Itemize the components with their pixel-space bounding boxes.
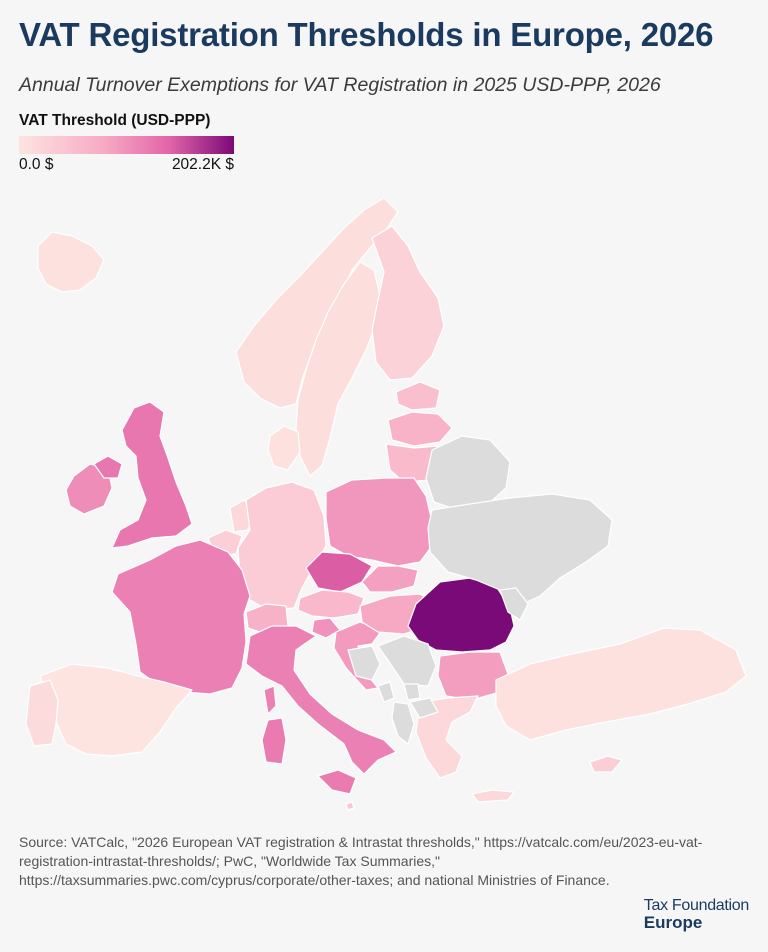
brand-name: Tax Foundation <box>643 897 750 914</box>
region-italy <box>245 625 397 775</box>
legend-title: VAT Threshold (USD-PPP) <box>19 112 211 129</box>
region-north-macedonia <box>409 697 439 719</box>
region-sicily <box>317 769 357 795</box>
region-czechia <box>305 551 373 593</box>
brand-region: Europe <box>643 913 703 932</box>
region-united-kingdom <box>111 401 193 549</box>
region-latvia <box>387 411 453 447</box>
page-subtitle: Annual Turnover Exemptions for VAT Regis… <box>19 74 661 96</box>
region-albania <box>391 701 415 745</box>
region-norway <box>235 197 399 409</box>
region-cyprus <box>589 755 623 773</box>
region-serbia <box>377 635 437 687</box>
region-sweden <box>295 261 381 477</box>
region-poland <box>325 477 433 567</box>
legend-max-label: 202.2K $ <box>171 156 234 173</box>
region-estonia <box>395 381 441 411</box>
region-moldova <box>499 587 529 621</box>
region-belarus <box>425 435 511 511</box>
region-germany <box>237 481 327 611</box>
brand-logo: Tax Foundation Europe <box>643 897 750 932</box>
region-northern-ireland <box>93 455 123 479</box>
region-kosovo <box>403 683 421 701</box>
region-greece <box>415 695 479 779</box>
region-denmark <box>267 425 301 471</box>
page-title: VAT Registration Thresholds in Europe, 2… <box>19 16 714 53</box>
region-sardinia <box>261 717 287 765</box>
region-portugal <box>25 679 59 747</box>
region-ukraine <box>427 493 613 607</box>
source-note: Source: VATCalc, "2026 European VAT regi… <box>19 834 703 888</box>
region-bosnia-and-herzegovina <box>347 645 381 681</box>
region-turkey <box>495 627 747 741</box>
region-slovenia <box>311 617 341 639</box>
region-slovakia <box>361 565 419 593</box>
region-corsica <box>263 685 277 715</box>
legend-min-label: 0.0 $ <box>19 156 54 173</box>
region-malta <box>345 801 355 811</box>
region-austria <box>297 589 365 619</box>
legend-labels: 0.0 $ 202.2K $ <box>19 156 234 176</box>
region-spain <box>39 663 193 757</box>
color-legend: VAT Threshold (USD-PPP) 0.0 $ 202.2K $ <box>19 112 234 176</box>
region-montenegro <box>377 681 395 703</box>
region-france <box>111 539 251 695</box>
region-crete <box>471 789 515 803</box>
region-finland <box>371 225 445 381</box>
region-iceland <box>37 231 105 293</box>
legend-gradient-bar <box>19 136 234 154</box>
